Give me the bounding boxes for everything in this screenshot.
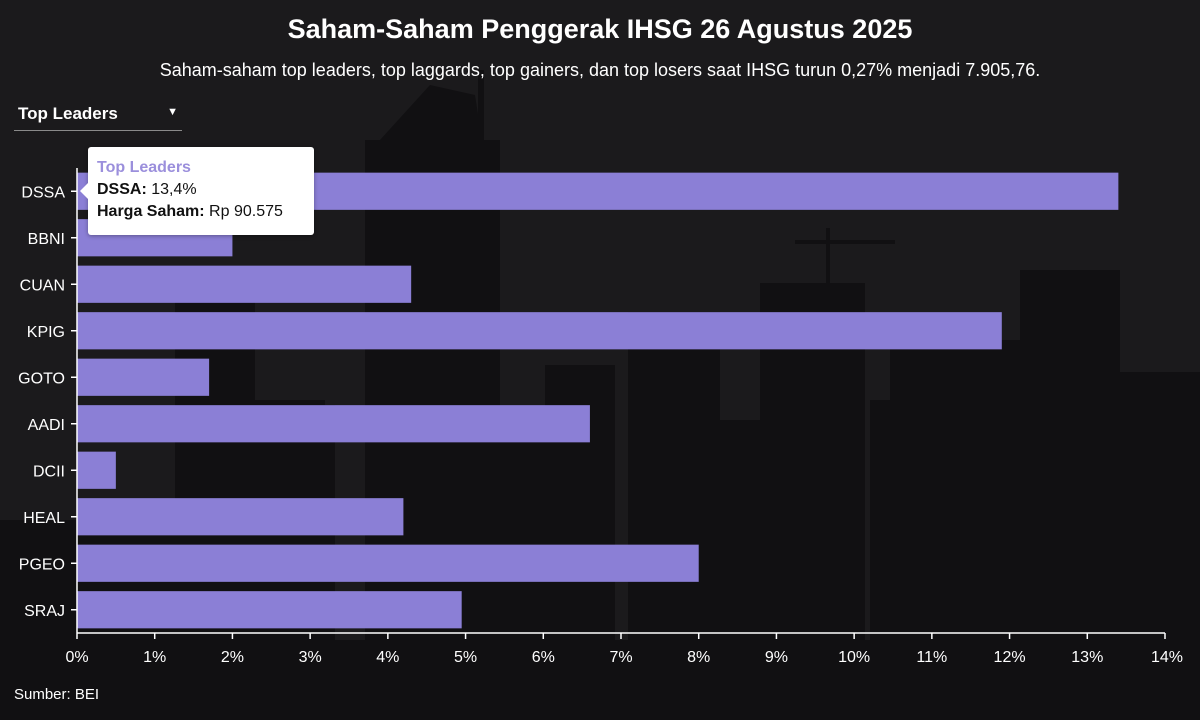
bar-cuan[interactable] bbox=[77, 265, 412, 303]
category-dropdown[interactable]: Top Leaders ▼ bbox=[14, 102, 182, 131]
chart-title: Saham-Saham Penggerak IHSG 26 Agustus 20… bbox=[287, 14, 913, 44]
y-tick-label-cuan: CUAN bbox=[20, 277, 65, 294]
bar-pgeo[interactable] bbox=[77, 544, 699, 582]
x-tick-label: 2% bbox=[221, 649, 244, 666]
tooltip-value-1: 13,4% bbox=[151, 181, 197, 198]
x-tick-label: 1% bbox=[143, 649, 166, 666]
chart-subtitle: Saham-saham top leaders, top laggards, t… bbox=[159, 60, 1041, 80]
bar-tooltip: Top Leaders DSSA: 13,4% Harga Saham: Rp … bbox=[80, 147, 314, 235]
x-tick-label: 8% bbox=[687, 649, 710, 666]
x-tick-label: 3% bbox=[299, 649, 322, 666]
chevron-down-icon: ▼ bbox=[167, 106, 178, 118]
tooltip-title: Top Leaders bbox=[97, 159, 191, 176]
x-tick-label: 13% bbox=[1071, 649, 1103, 666]
bar-dcii[interactable] bbox=[77, 451, 116, 489]
tooltip-line-1: DSSA: 13,4% bbox=[97, 179, 305, 201]
y-tick-label-kpig: KPIG bbox=[27, 324, 65, 341]
y-tick-label-aadi: AADI bbox=[28, 417, 65, 434]
y-tick-label-goto: GOTO bbox=[18, 370, 65, 387]
y-tick-label-heal: HEAL bbox=[23, 510, 65, 527]
y-tick-label-dcii: DCII bbox=[33, 463, 65, 480]
y-tick-label-dssa: DSSA bbox=[21, 184, 65, 201]
bar-kpig[interactable] bbox=[77, 312, 1002, 350]
x-tick-label: 10% bbox=[838, 649, 870, 666]
x-tick-label: 11% bbox=[916, 649, 947, 666]
x-tick-label: 9% bbox=[765, 649, 788, 666]
y-tick-label-bbni: BBNI bbox=[28, 231, 65, 248]
x-tick-label: 0% bbox=[65, 649, 88, 666]
y-tick-label-pgeo: PGEO bbox=[19, 556, 65, 573]
x-tick-label: 5% bbox=[454, 649, 477, 666]
tooltip-key-2: Harga Saham: bbox=[97, 203, 205, 220]
x-tick-label: 12% bbox=[994, 649, 1026, 666]
dropdown-selected-label: Top Leaders bbox=[18, 104, 118, 123]
bar-goto[interactable] bbox=[77, 358, 210, 396]
bar-sraj[interactable] bbox=[77, 591, 462, 629]
y-tick-label-sraj: SRAJ bbox=[24, 603, 65, 620]
x-tick-label: 14% bbox=[1151, 649, 1183, 666]
x-tick-label: 4% bbox=[376, 649, 399, 666]
x-tick-label: 7% bbox=[609, 649, 632, 666]
x-tick-label: 6% bbox=[532, 649, 555, 666]
tooltip-line-2: Harga Saham: Rp 90.575 bbox=[97, 201, 305, 223]
bar-aadi[interactable] bbox=[77, 405, 590, 443]
tooltip-value-2: Rp 90.575 bbox=[209, 203, 283, 220]
bar-heal[interactable] bbox=[77, 498, 404, 536]
tooltip-key-1: DSSA: bbox=[97, 181, 147, 198]
source-note: Sumber: BEI bbox=[14, 686, 100, 703]
